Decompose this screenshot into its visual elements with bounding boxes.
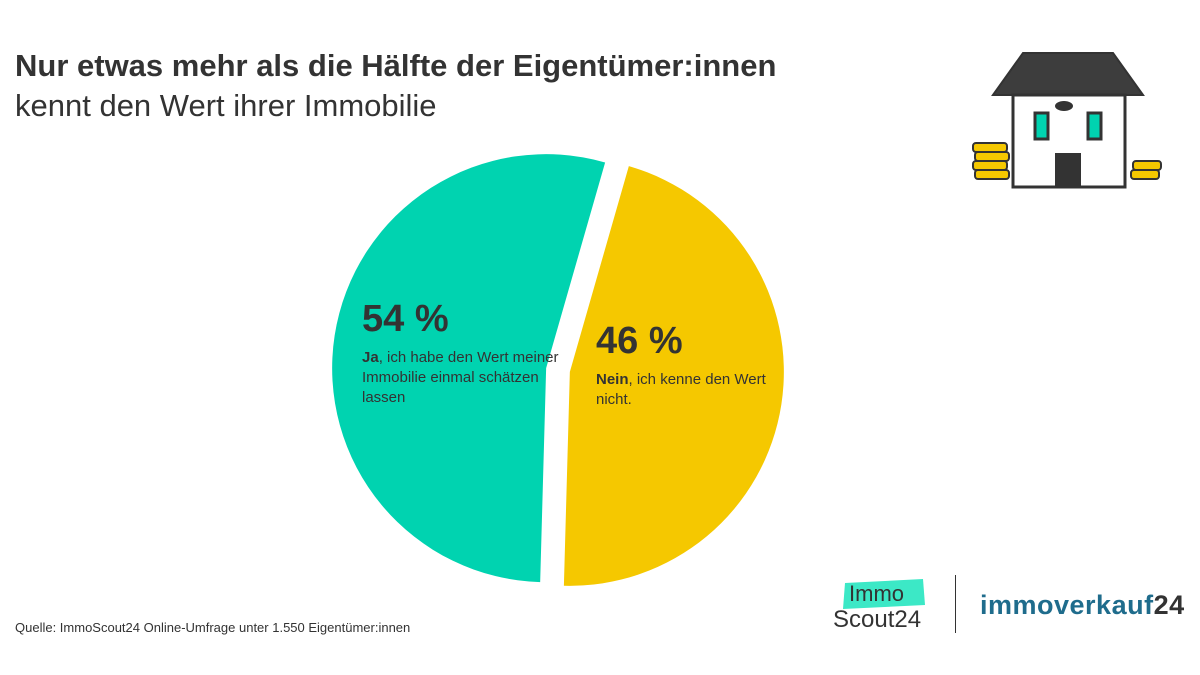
slice-value-nein: 46 % xyxy=(596,320,683,362)
pie-slice-nein xyxy=(563,166,784,586)
immoscout24-logo: Immo Scout24 xyxy=(833,575,933,635)
slice-description-ja: Ja, ich habe den Wert meiner Immobilie e… xyxy=(362,348,562,408)
immoverkauf24-logo: immoverkauf24 xyxy=(980,590,1185,621)
slice-value-ja: 54 % xyxy=(362,298,449,340)
coin-stack-right-icon xyxy=(1130,160,1162,180)
logo-verkauf-number: 24 xyxy=(1153,590,1185,620)
coin-stack-left-icon xyxy=(972,142,1010,180)
logo-immo-text: Immo xyxy=(849,581,904,606)
house-illustration xyxy=(972,52,1162,189)
slice-label-nein: 46 % Nein, ich kenne den Wert nicht. xyxy=(596,320,776,410)
slice-text-ja: , ich habe den Wert meiner Immobilie ein… xyxy=(362,349,559,406)
logo-verkauf-word: immoverkauf xyxy=(980,590,1154,620)
slice-description-nein: Nein, ich kenne den Wert nicht. xyxy=(596,370,776,410)
source-note: Quelle: ImmoScout24 Online-Umfrage unter… xyxy=(15,620,411,635)
immo-badge-shape xyxy=(843,579,925,609)
slice-label-ja: 54 % Ja, ich habe den Wert meiner Immobi… xyxy=(362,298,562,408)
chart-subtitle: kennt den Wert ihrer Immobilie xyxy=(15,88,437,123)
chart-title: Nur etwas mehr als die Hälfte der Eigent… xyxy=(15,48,777,83)
slice-text-nein: , ich kenne den Wert nicht. xyxy=(596,371,766,408)
slice-lead-ja: Ja xyxy=(362,349,379,366)
slice-lead-nein: Nein xyxy=(596,371,629,388)
logo-divider xyxy=(955,575,956,633)
logo-scout-text: Scout24 xyxy=(833,606,922,633)
house-icon xyxy=(991,52,1145,189)
pie-slice-ja xyxy=(332,154,606,583)
